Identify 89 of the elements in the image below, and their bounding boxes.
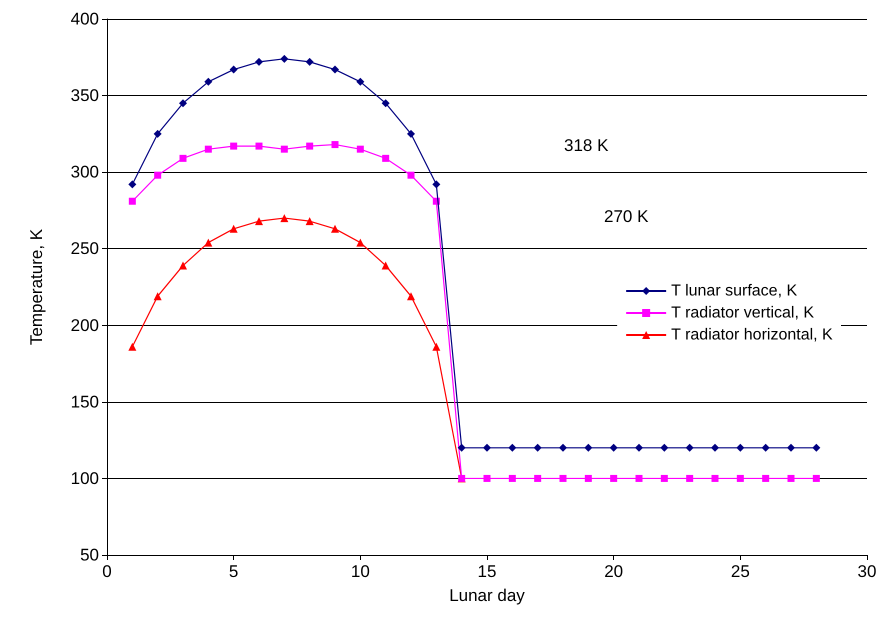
point (154, 172, 162, 179)
point (204, 78, 212, 86)
y-tick-label: 100 (70, 468, 99, 488)
point (154, 292, 162, 300)
y-tick-label: 50 (80, 546, 99, 564)
y-tick-label: 150 (70, 392, 99, 412)
point (534, 474, 542, 482)
point (128, 180, 136, 188)
point (180, 154, 186, 162)
y-tick-label: 200 (70, 316, 99, 335)
x-tick-label: 30 (858, 562, 876, 581)
point (610, 444, 618, 452)
point (230, 142, 238, 150)
legend-label: T lunar surface, K (671, 282, 798, 300)
annotation: 318 K (564, 136, 610, 155)
point (230, 66, 238, 74)
point (306, 217, 314, 226)
point (356, 146, 364, 153)
point (787, 444, 795, 452)
point (204, 238, 212, 247)
legend-label: T radiator vertical, K (671, 304, 814, 322)
point (534, 444, 542, 452)
y-axis-title: Temperature, K (27, 228, 46, 346)
point (686, 474, 694, 482)
point (280, 54, 288, 63)
point (204, 146, 212, 153)
point (382, 262, 390, 270)
x-tick-label: 25 (730, 562, 750, 581)
y-tick-label: 250 (70, 239, 99, 258)
point (356, 78, 364, 86)
point (179, 262, 187, 270)
point (306, 58, 314, 66)
y-tick-label: 300 (70, 162, 99, 182)
point (331, 224, 339, 233)
point (812, 474, 820, 482)
point (458, 444, 466, 452)
point (736, 444, 744, 452)
point (711, 444, 719, 452)
point (432, 342, 440, 351)
point (584, 444, 592, 452)
point (179, 99, 187, 108)
x-axis-title: Lunar day (449, 586, 526, 605)
point (332, 141, 338, 148)
point (331, 66, 339, 74)
point (762, 474, 770, 482)
x-tick-label: 20 (604, 562, 624, 581)
point (762, 444, 770, 452)
point (736, 474, 744, 482)
x-tick-label: 10 (350, 562, 370, 581)
point (660, 444, 668, 452)
annotation: 270 K (604, 207, 650, 226)
x-tick-label: 0 (102, 562, 112, 581)
point (610, 474, 618, 482)
point (128, 342, 136, 351)
point (483, 444, 491, 452)
point (635, 444, 643, 452)
point (484, 474, 490, 482)
point (407, 292, 415, 300)
x-tick-label: 5 (228, 562, 238, 581)
legend-label: T radiator horizontal, K (671, 326, 834, 344)
point (154, 130, 162, 138)
point (559, 444, 567, 452)
point (407, 130, 415, 138)
point (560, 474, 566, 482)
point (408, 172, 414, 179)
point (306, 142, 314, 150)
point (788, 474, 794, 482)
point (280, 146, 288, 153)
point (356, 238, 364, 247)
point (584, 474, 592, 482)
point (812, 444, 820, 452)
point (508, 444, 516, 452)
point (382, 99, 390, 108)
point (128, 198, 136, 205)
point (382, 154, 390, 162)
point (432, 180, 440, 188)
point (230, 224, 238, 233)
point (255, 217, 263, 226)
y-tick-label: 350 (70, 86, 99, 106)
point (256, 142, 262, 150)
point (508, 474, 516, 482)
point (636, 474, 642, 482)
point (255, 58, 263, 66)
x-tick-label: 15 (478, 562, 496, 581)
point (280, 214, 288, 222)
y-tick-label: 400 (70, 10, 99, 28)
point (686, 444, 694, 452)
point (660, 474, 668, 482)
point (712, 474, 718, 482)
